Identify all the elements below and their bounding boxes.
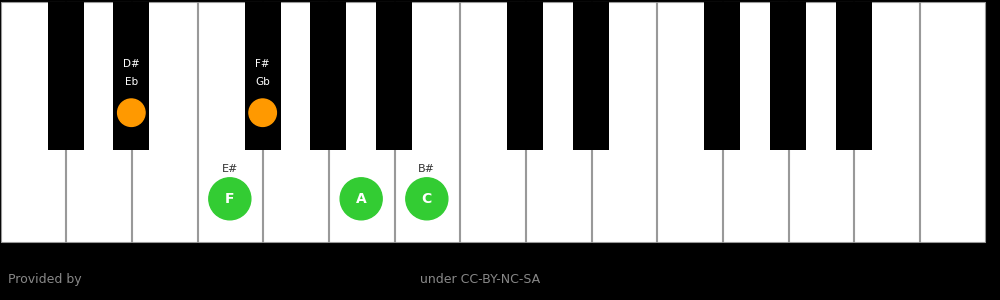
Bar	[113, 2, 149, 150]
Bar	[376, 2, 412, 150]
Circle shape	[118, 99, 145, 126]
Text: Gb: Gb	[255, 77, 270, 87]
Bar	[460, 2, 525, 242]
Text: A: A	[356, 192, 367, 206]
Bar	[704, 2, 740, 150]
Text: Provided by: Provided by	[8, 273, 82, 286]
Bar	[526, 2, 590, 242]
Bar	[0, 2, 65, 242]
Text: Eb: Eb	[125, 77, 138, 87]
Circle shape	[209, 178, 251, 220]
Circle shape	[249, 99, 276, 126]
Bar	[573, 2, 609, 150]
Bar	[329, 2, 394, 242]
Bar	[592, 2, 656, 242]
Bar	[657, 2, 722, 242]
Bar	[132, 2, 196, 242]
Bar	[0, 255, 1000, 300]
Bar	[48, 2, 84, 150]
Bar	[770, 2, 806, 150]
Bar	[394, 2, 459, 242]
Text: C: C	[422, 192, 432, 206]
Bar	[723, 2, 788, 242]
Text: E#: E#	[222, 164, 238, 174]
Bar	[836, 2, 872, 150]
Circle shape	[406, 178, 448, 220]
Bar	[788, 2, 853, 242]
Text: under CC-BY-NC-SA: under CC-BY-NC-SA	[420, 273, 540, 286]
Bar	[263, 2, 328, 242]
Bar	[310, 2, 346, 150]
Bar	[920, 2, 984, 242]
Bar	[245, 2, 281, 150]
Text: D#: D#	[123, 59, 140, 69]
Bar	[854, 2, 919, 242]
Circle shape	[340, 178, 382, 220]
Bar	[507, 2, 543, 150]
Bar	[198, 2, 262, 242]
Text: F#: F#	[255, 59, 270, 69]
Bar	[66, 2, 131, 242]
Text: F: F	[225, 192, 235, 206]
Text: B#: B#	[418, 164, 435, 174]
